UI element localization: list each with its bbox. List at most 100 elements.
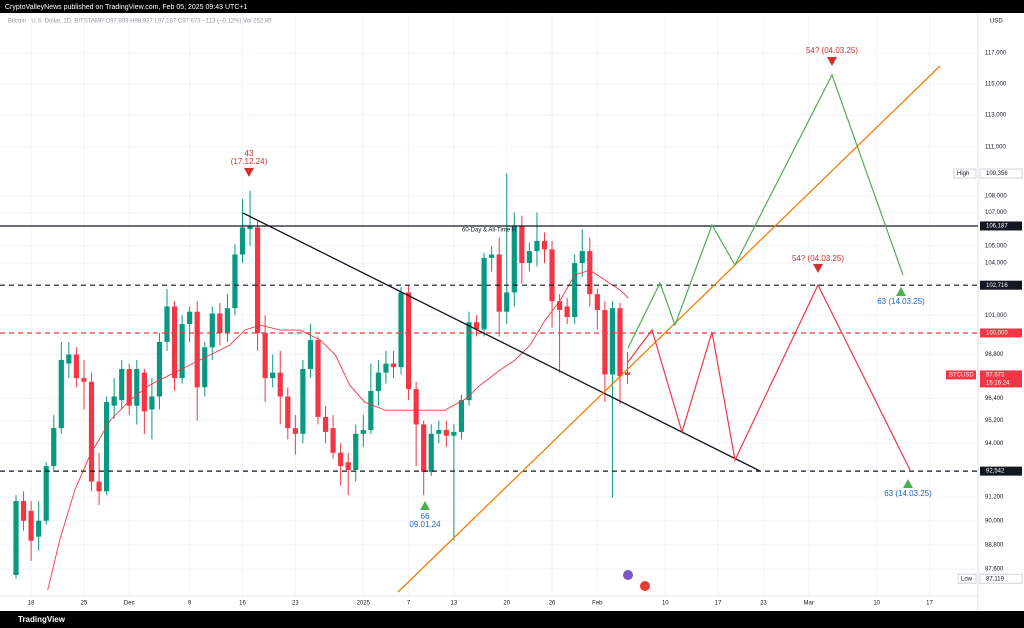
candle-body <box>73 354 80 379</box>
candle-body <box>345 462 351 471</box>
price-badge <box>980 328 1022 338</box>
candle-body <box>360 430 366 434</box>
candle-body <box>156 341 163 397</box>
tag-badge <box>953 168 977 179</box>
candle-body <box>519 225 525 264</box>
y-tick-label: 108,000 <box>985 193 1007 199</box>
candle-body <box>43 466 49 521</box>
candle-body <box>232 254 238 309</box>
candle-body <box>338 452 344 467</box>
candle-body <box>534 240 540 252</box>
price-label: 109,356 <box>986 171 1008 177</box>
candle-body <box>353 433 359 471</box>
candle-body <box>141 372 147 412</box>
x-tick-label: 17 <box>926 601 933 607</box>
x-tick-label: Dec <box>124 601 135 607</box>
x-tick-label: 9 <box>188 601 192 607</box>
candle-body <box>217 313 223 333</box>
y-tick-label: 96,400 <box>985 396 1004 402</box>
candle-body <box>209 313 215 348</box>
y-tick-label: 104,000 <box>985 261 1007 267</box>
candle-body <box>390 363 397 368</box>
currency: USD <box>990 19 1003 25</box>
y-tick-label: 94,000 <box>985 441 1004 447</box>
candle-body <box>81 378 87 382</box>
candle-body <box>511 225 517 293</box>
tag-badge <box>946 370 976 380</box>
price-badge <box>980 466 1022 476</box>
x-tick-label: 16 <box>239 601 246 607</box>
annotation: 09.01.24 <box>409 520 441 529</box>
event-icon[interactable] <box>640 581 650 591</box>
x-tick-label: 17 <box>715 601 722 607</box>
candle-body <box>134 368 140 406</box>
projection <box>627 283 911 471</box>
candle-body <box>322 416 329 432</box>
x-tick-label: Mar <box>804 601 814 607</box>
candle-body <box>564 306 570 318</box>
annotation: 63 (14.03.25) <box>884 489 932 498</box>
x-tick-label: 10 <box>662 601 669 607</box>
candle-body <box>549 249 555 302</box>
candle-body <box>473 322 480 330</box>
x-tick-label: 23 <box>760 601 767 607</box>
candle-body <box>36 520 42 537</box>
candle-body <box>421 424 427 472</box>
price-badge <box>979 168 1023 179</box>
candle-body <box>187 311 193 325</box>
moving-average <box>47 269 629 591</box>
candle-body <box>126 368 132 406</box>
candle-body <box>307 340 314 369</box>
event-icon[interactable] <box>623 570 633 580</box>
candle-body <box>572 263 578 318</box>
chart-area <box>0 13 1024 611</box>
y-tick-label: 88,800 <box>985 542 1004 548</box>
x-tick-label: 18 <box>28 601 35 607</box>
candle-body <box>179 324 185 379</box>
price-label: 102,716 <box>986 283 1008 289</box>
y-tick-label: 95,200 <box>985 418 1004 424</box>
candle-body <box>111 396 117 406</box>
arrow-up <box>903 479 913 488</box>
candle-body <box>58 359 64 429</box>
candle-body <box>119 368 125 401</box>
annotation: 66 <box>421 512 430 521</box>
candle-body <box>96 481 102 492</box>
candle-body <box>375 372 381 391</box>
candle-body <box>458 400 465 432</box>
countdown: 15:16:24 <box>986 381 1010 387</box>
x-tick-label: 26 <box>549 601 556 607</box>
y-tick-label: 98,800 <box>985 352 1004 358</box>
candle-body <box>315 340 321 417</box>
candle-body <box>541 240 548 250</box>
candle-body <box>594 294 600 310</box>
candle-body <box>556 301 563 310</box>
x-tick-label: 10 <box>873 601 880 607</box>
candle-body <box>292 428 298 434</box>
candle-body <box>443 430 449 436</box>
candle-body <box>496 254 502 312</box>
candle-body <box>277 372 283 397</box>
candle-body <box>164 306 170 342</box>
arrow-down <box>244 168 254 177</box>
candle-body <box>254 227 261 333</box>
annotation: 54? (04.03.25) <box>792 254 844 263</box>
y-tick-label: 105,000 <box>985 244 1007 250</box>
candle-body <box>526 251 532 264</box>
price-tag: High <box>957 171 969 177</box>
arrow-down <box>827 57 837 66</box>
candle-body <box>504 292 510 312</box>
candle-body <box>481 257 487 330</box>
price-badge <box>980 280 1022 290</box>
trendline <box>242 212 761 472</box>
candle-body <box>285 396 291 429</box>
candle-body <box>247 225 253 230</box>
legend: Bitcoin · U.S. Dollar, 1D, BITSTAMP O97,… <box>8 19 272 25</box>
x-tick-label: 23 <box>292 601 299 607</box>
publisher: CryptoValleyNews published on TradingVie… <box>5 4 247 11</box>
x-tick-label: 2025 <box>357 601 371 607</box>
candle-body <box>171 306 178 379</box>
price-tag: Low <box>961 576 973 582</box>
y-tick-label: 111,000 <box>985 145 1006 151</box>
trendline <box>397 65 941 593</box>
